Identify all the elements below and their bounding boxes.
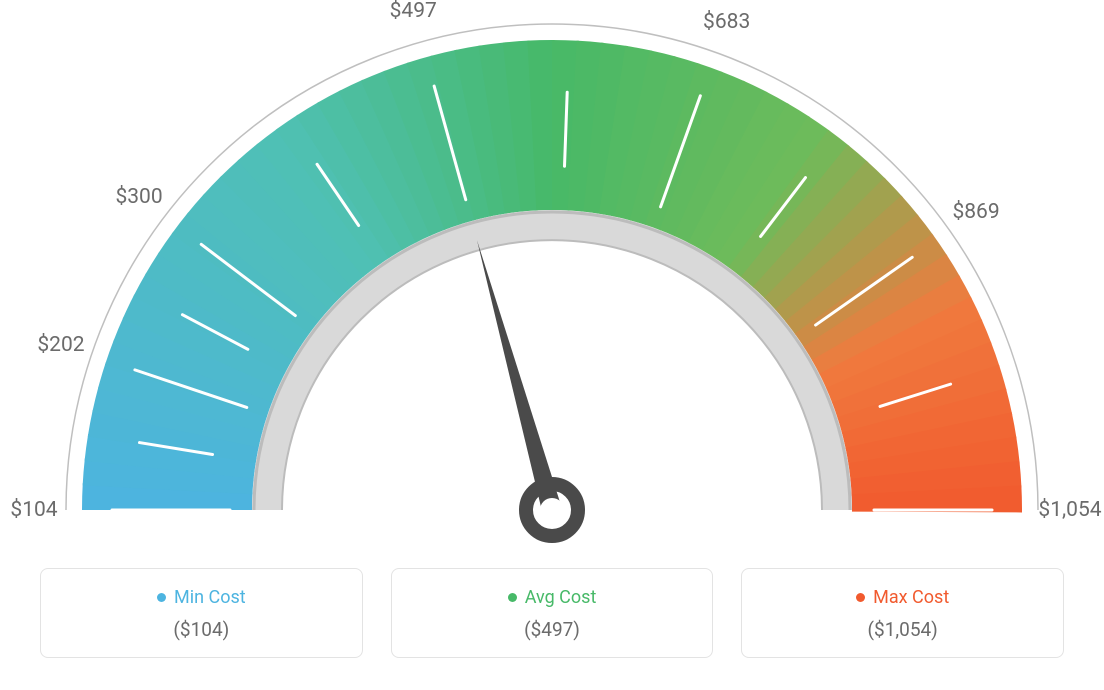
legend-title-max: Max Cost xyxy=(856,587,949,608)
legend-row: Min Cost ($104) Avg Cost ($497) Max Cost… xyxy=(40,568,1064,658)
dot-icon xyxy=(157,593,166,602)
legend-card-avg: Avg Cost ($497) xyxy=(391,568,714,658)
dot-icon xyxy=(508,593,517,602)
gauge-tick-label: $1,054 xyxy=(1038,498,1101,522)
dot-icon xyxy=(856,593,865,602)
gauge-tick-label: $202 xyxy=(37,333,84,357)
gauge-tick-label: $869 xyxy=(952,200,999,224)
cost-gauge: $104 $202 $300 $497 $683 $869 $1,054 xyxy=(0,0,1104,560)
gauge-tick-label: $497 xyxy=(390,0,437,23)
gauge-tick-label: $104 xyxy=(10,498,57,522)
legend-value-max: ($1,054) xyxy=(752,618,1053,641)
legend-card-min: Min Cost ($104) xyxy=(40,568,363,658)
legend-title-text: Avg Cost xyxy=(525,587,597,608)
legend-value-min: ($104) xyxy=(51,618,352,641)
legend-title-avg: Avg Cost xyxy=(508,587,597,608)
gauge-svg xyxy=(0,0,1104,560)
legend-title-text: Max Cost xyxy=(873,587,949,608)
legend-card-max: Max Cost ($1,054) xyxy=(741,568,1064,658)
gauge-tick-label: $683 xyxy=(703,10,750,34)
legend-title-text: Min Cost xyxy=(174,587,246,608)
legend-title-min: Min Cost xyxy=(157,587,246,608)
legend-value-avg: ($497) xyxy=(402,618,703,641)
gauge-tick-label: $300 xyxy=(115,185,162,209)
